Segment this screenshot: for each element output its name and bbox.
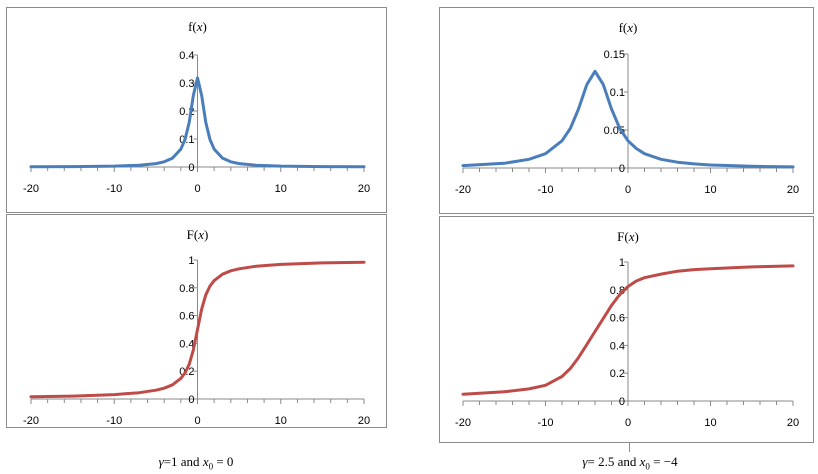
caption-right-gamma-value: = 2.5: [587, 454, 615, 469]
y-tick-label: 0.2: [610, 368, 625, 380]
caption-left-sub: 0: [208, 461, 214, 472]
chart-title: F(x): [187, 227, 209, 242]
y-tick-label: 0.1: [610, 87, 625, 99]
x-tick-label: -10: [538, 417, 554, 429]
y-tick-label: 0.4: [610, 340, 625, 352]
x-tick-label: 20: [787, 417, 799, 429]
y-tick-label: 0: [619, 396, 625, 408]
chart-title: f(x): [619, 20, 638, 35]
x-tick-label: 20: [787, 184, 799, 196]
divider-tick: [629, 443, 630, 452]
x-tick-label: -10: [106, 183, 122, 195]
caption-left-gamma: γ: [158, 454, 164, 469]
y-tick-label: 0.15: [604, 49, 625, 61]
chart-title-var: x: [196, 19, 203, 34]
x-tick-label: 0: [194, 183, 200, 195]
y-tick-label: 0.4: [179, 338, 194, 350]
chart-title-end: ): [203, 19, 207, 34]
caption-left-and: and: [180, 454, 200, 469]
caption-left: γ=1 and x0 = 0: [66, 454, 326, 472]
y-tick-label: 1: [619, 257, 625, 269]
chart-title: f(x): [188, 19, 207, 34]
chart-title-base: F(: [187, 227, 199, 242]
caption-right: γ= 2.5 and x0 = −4: [500, 454, 760, 472]
caption-left-x-value: = 0: [216, 454, 234, 469]
chart-title-base: F(: [617, 229, 629, 244]
panel-cdf-left: F(x) -20 -10 0 10 20 0 0.2 0.4 0.6 0.8 1: [6, 214, 387, 428]
x-tick-label: 10: [275, 415, 287, 427]
chart-title-end: ): [635, 229, 639, 244]
panel-cdf-right: F(x) -20 -10 0 10 20 0 0.2 0.4 0.6 0.8 1: [439, 216, 814, 443]
x-tick-label: 0: [625, 417, 631, 429]
caption-right-sub: 0: [645, 461, 650, 472]
chart-title-base: f(: [188, 19, 197, 34]
chart-title-base: f(: [619, 20, 628, 35]
chart-title-var: x: [628, 229, 635, 244]
series-line: [461, 69, 795, 169]
chart-title-var: x: [197, 227, 204, 242]
x-tick-label: -10: [106, 415, 122, 427]
x-tick-label: 20: [358, 415, 370, 427]
y-tick-label: 0.3: [179, 78, 194, 90]
x-tick-label: 0: [194, 415, 200, 427]
chart-title: F(x): [617, 229, 639, 244]
x-tick-label: 0: [625, 184, 631, 196]
x-tick-label: 10: [704, 184, 716, 196]
y-tick-label: 0.6: [179, 311, 194, 323]
series-line: [29, 260, 366, 399]
series-line: [29, 76, 366, 169]
chart-title-end: ): [633, 20, 637, 35]
y-tick-label: 0.4: [179, 50, 194, 62]
y-tick-label: 0: [188, 162, 194, 174]
x-tick-label: -20: [455, 184, 471, 196]
x-tick-label: -20: [455, 417, 471, 429]
caption-right-x-value: = −4: [653, 454, 678, 469]
y-tick-label: 0: [619, 163, 625, 175]
panel-pdf-right: f(x) -20 -10 0 10 20 0 0.05 0.1 0.15: [439, 7, 814, 214]
y-tick-label: 0.6: [610, 313, 625, 325]
series-line: [461, 264, 795, 396]
caption-left-gamma-value: =1: [163, 454, 178, 469]
y-tick-label: 1: [188, 255, 194, 267]
x-tick-label: 10: [704, 417, 716, 429]
caption-right-gamma: γ: [582, 454, 588, 469]
caption-right-x: x: [639, 454, 646, 469]
caption-right-and: and: [617, 454, 637, 469]
x-tick-label: 20: [358, 183, 370, 195]
chart-title-end: ): [204, 227, 208, 242]
x-tick-label: -10: [538, 184, 554, 196]
x-tick-label: -20: [23, 415, 39, 427]
y-tick-label: 0.8: [179, 283, 194, 295]
x-tick-label: -20: [23, 183, 39, 195]
y-tick-label: 0: [188, 394, 194, 406]
x-tick-label: 10: [275, 183, 287, 195]
panel-pdf-left: f(x) -20 -10 0 10 20 0 0.1 0.2 0.3 0.4: [6, 7, 387, 213]
caption-left-x: x: [202, 454, 209, 469]
chart-title-var: x: [626, 20, 633, 35]
